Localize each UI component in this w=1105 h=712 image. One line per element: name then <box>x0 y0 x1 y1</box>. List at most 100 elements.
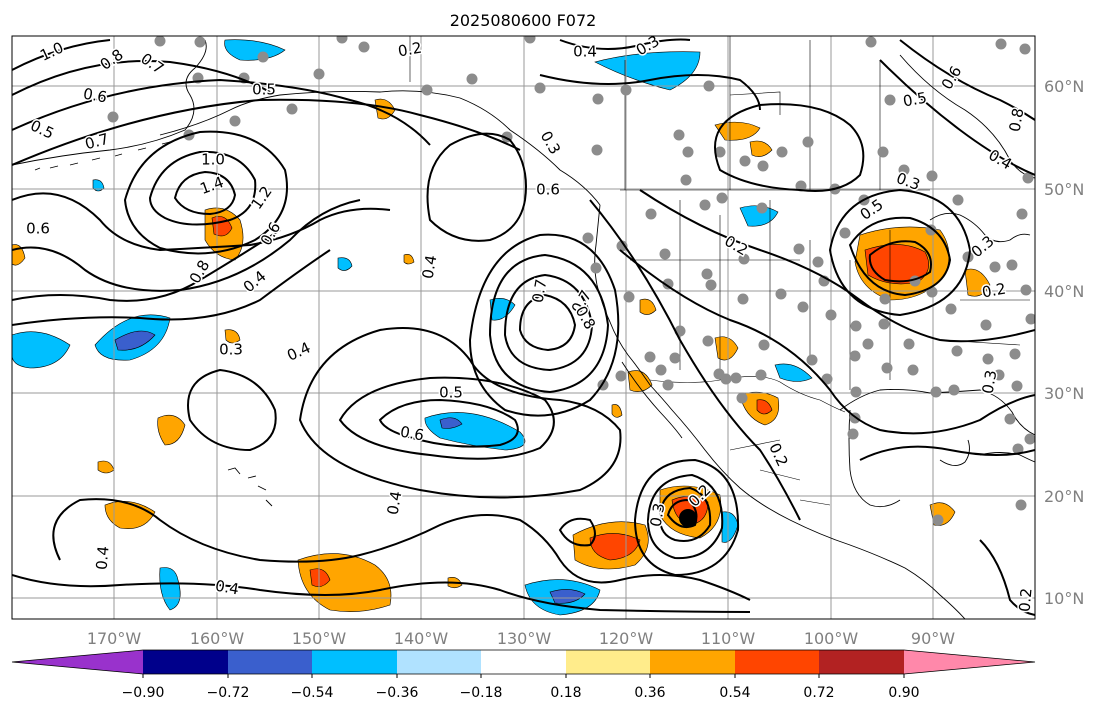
station-dot <box>756 202 768 214</box>
contour-line <box>187 368 277 452</box>
station-dot <box>623 291 635 303</box>
station-dot <box>951 345 963 357</box>
station-dot <box>989 261 1001 273</box>
contour-value-label: 0.3 <box>219 341 243 359</box>
lat-tick-label: 60°N <box>1044 77 1084 96</box>
political-boundaries <box>409 36 1030 506</box>
station-dot <box>662 278 674 290</box>
station-dot <box>659 248 671 260</box>
negative-anomaly-core <box>549 589 586 604</box>
hawaii-islands <box>227 467 273 507</box>
aleutian-islands <box>34 135 193 171</box>
contour-value-label: 0.3 <box>647 502 669 529</box>
station-dot <box>257 51 269 63</box>
station-dot <box>903 338 915 350</box>
colorbar-tick-label: 0.90 <box>888 685 919 701</box>
colorbar-tick-label: 0.18 <box>550 685 581 701</box>
negative-anomaly-area <box>774 363 813 382</box>
station-dot <box>907 364 919 376</box>
station-dot <box>590 262 602 274</box>
lon-tick-label: 160°W <box>190 629 245 648</box>
contour-line <box>488 253 610 394</box>
station-dot <box>797 301 809 313</box>
station-dot <box>802 136 814 148</box>
contour-line <box>559 38 691 50</box>
station-dot <box>229 115 241 127</box>
station-dot <box>850 386 862 398</box>
lat-tick-label: 50°N <box>1044 180 1084 199</box>
station-dot <box>313 68 325 80</box>
station-dot <box>645 208 657 220</box>
lon-tick-label: 130°W <box>497 629 552 648</box>
station-dot <box>755 369 767 381</box>
contour-lines <box>12 38 1035 616</box>
contour-line <box>52 498 751 601</box>
station-dot <box>806 354 818 366</box>
station-dot <box>1009 348 1021 360</box>
contour-line <box>123 130 288 255</box>
colorbar-box <box>228 650 312 674</box>
positive-anomaly-area <box>403 254 415 265</box>
station-dot <box>884 94 896 106</box>
contour-line <box>426 132 527 242</box>
station-dot <box>669 352 681 364</box>
station-dot <box>534 82 546 94</box>
station-dot <box>849 350 861 362</box>
station-dot <box>825 309 837 321</box>
anomaly-shading <box>12 39 991 616</box>
station-dot <box>995 38 1007 50</box>
contour-value-label: 0.4 <box>573 43 597 61</box>
station-dot <box>1006 259 1018 271</box>
positive-anomaly-area <box>611 404 623 418</box>
contour-line <box>646 473 724 560</box>
station-dot <box>644 351 656 363</box>
negative-anomaly-area <box>159 567 181 611</box>
positive-anomaly-area <box>297 553 392 612</box>
contour-line <box>879 59 1035 176</box>
station-dot <box>862 338 874 350</box>
contour-value-label: 0.6 <box>26 220 50 238</box>
negative-anomaly-core <box>114 330 156 351</box>
negative-anomaly-area <box>92 179 105 192</box>
contour-line <box>848 216 952 297</box>
station-dot <box>701 268 713 280</box>
cuba <box>979 452 1035 463</box>
station-dot <box>358 41 370 53</box>
station-dot <box>286 103 298 115</box>
station-dot <box>865 36 877 48</box>
station-dot <box>850 320 862 332</box>
station-dot <box>945 303 957 315</box>
map-frame <box>11 35 1036 620</box>
contour-value-label: 0.4 <box>384 490 406 517</box>
contour-line <box>148 150 257 226</box>
station-dot <box>839 227 851 239</box>
colorbar-tick-label: −0.54 <box>291 685 334 701</box>
positive-anomaly-area <box>157 414 186 446</box>
station-dot <box>703 80 715 92</box>
station-dot <box>878 318 890 330</box>
station-dot <box>898 164 910 176</box>
station-dot <box>930 386 942 398</box>
station-dot <box>952 194 964 206</box>
colorbar-extend-max <box>904 650 1035 674</box>
station-dot <box>1015 499 1027 511</box>
positive-anomaly-area <box>639 298 657 315</box>
contour-line <box>633 458 740 577</box>
contour-line <box>658 486 712 542</box>
lat-tick-label: 30°N <box>1044 384 1084 403</box>
station-dot <box>1025 313 1035 325</box>
contour-value-label: 0.5 <box>252 81 276 99</box>
contour-value-label: 0.4 <box>92 545 112 570</box>
figure-title: 2025080600 F072 <box>450 11 597 30</box>
station-dot <box>1016 208 1028 220</box>
contour-line <box>298 327 622 499</box>
contour-value-label: 0.6 <box>536 181 560 199</box>
station-dot <box>336 36 348 44</box>
station-dot <box>680 174 692 186</box>
contour-line <box>503 273 594 372</box>
map-panel: 1.0 0.8 0.70.60.5 0.71.01.4 1.20.60.60.8 0.40… <box>12 36 1035 619</box>
station-dot <box>932 514 944 526</box>
contour-line <box>589 199 801 521</box>
station-dot <box>879 293 891 305</box>
